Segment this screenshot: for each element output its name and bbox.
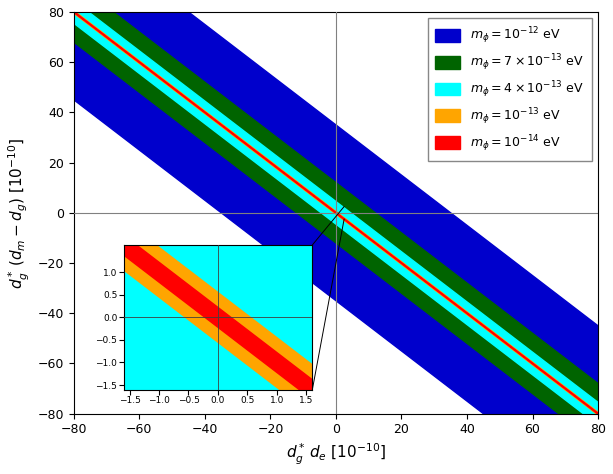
Y-axis label: $d_g^*\,(d_m - d_g)\ [10^{-10}]$: $d_g^*\,(d_m - d_g)\ [10^{-10}]$ bbox=[7, 137, 32, 289]
Legend: $m_\phi = 10^{-12}$ eV, $m_\phi = 7\times 10^{-13}$ eV, $m_\phi = 4\times 10^{-1: $m_\phi = 10^{-12}$ eV, $m_\phi = 7\time… bbox=[428, 18, 592, 161]
X-axis label: $d_g^*\,d_e\ [10^{-10}]$: $d_g^*\,d_e\ [10^{-10}]$ bbox=[286, 442, 386, 467]
